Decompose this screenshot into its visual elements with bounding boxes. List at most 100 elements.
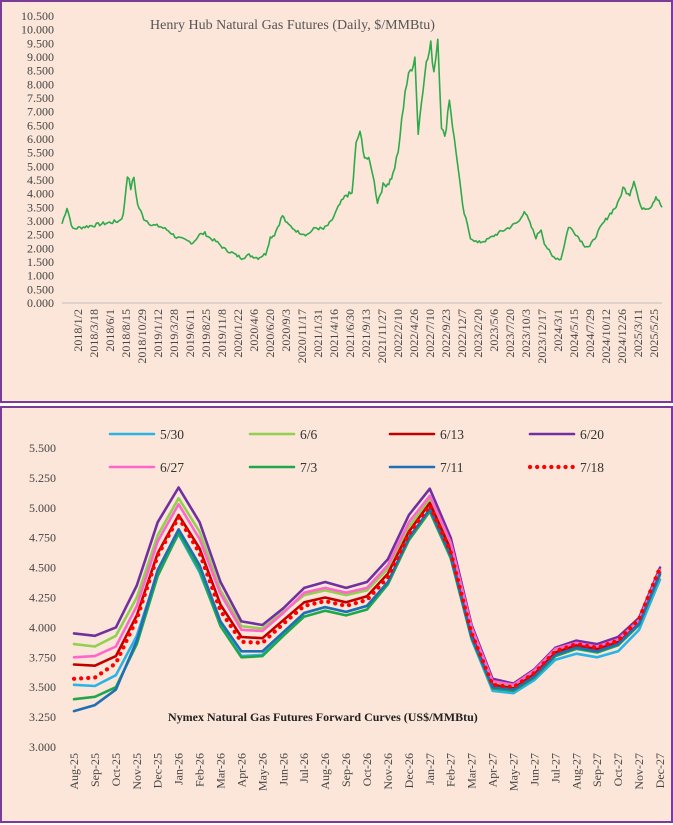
x-tick-label: Nov-27 — [632, 753, 646, 790]
x-tick-label: 2025/3/11 — [631, 309, 645, 357]
y-tick-label: 3.250 — [29, 710, 56, 724]
x-tick-label: 2021/9/13 — [359, 309, 373, 358]
legend-label: 6/13 — [440, 427, 464, 442]
x-tick-label: Jan-26 — [172, 753, 186, 785]
x-tick-label: 2020/6/20 — [263, 309, 277, 358]
x-tick-label: 2025/5/25 — [647, 309, 661, 358]
x-tick-label: Mar-27 — [465, 753, 479, 789]
x-tick-label: Feb-27 — [444, 753, 458, 787]
x-tick-label: Nov-26 — [381, 753, 395, 790]
series-line-6-6 — [72, 496, 662, 689]
x-tick-label: 2020/1/22 — [231, 309, 245, 358]
x-tick-label: 2023/2/20 — [471, 309, 485, 358]
y-tick-label: 10.000 — [21, 23, 54, 37]
y-tick-label: 7.500 — [27, 91, 54, 105]
x-tick-label: May-26 — [255, 753, 269, 791]
y-tick-label: 0.000 — [27, 296, 54, 310]
legend-label: 7/18 — [580, 460, 604, 475]
chart-title: Henry Hub Natural Gas Futures (Daily, $/… — [150, 18, 435, 33]
y-tick-label: 8.000 — [27, 77, 54, 91]
x-tick-label: Jun-27 — [527, 753, 541, 786]
series-line-6-27 — [72, 494, 662, 687]
x-tick-label: Jan-27 — [423, 753, 437, 785]
legend-label: 5/30 — [160, 427, 184, 442]
y-tick-label: 6.000 — [27, 132, 54, 146]
legend-label: 6/6 — [300, 427, 318, 442]
x-tick-label: 2021/4/16 — [327, 309, 341, 358]
series-line-5-30 — [72, 510, 662, 695]
x-tick-label: 2020/4/6 — [247, 309, 261, 352]
y-tick-label: 7.000 — [27, 105, 54, 119]
y-tick-label: 9.000 — [27, 50, 54, 64]
x-tick-label: Nov-25 — [130, 753, 144, 790]
x-tick-label: Feb-26 — [193, 753, 207, 787]
series-line-6-20 — [72, 486, 662, 685]
x-tick-label: 2022/2/10 — [391, 309, 405, 358]
forward-curves-chart: 3.000 3.250 3.500 3.750 4.000 4.250 4.500 4.750… — [29, 427, 667, 791]
y-tick-label: 3.000 — [27, 214, 54, 228]
y-tick-label: 1.000 — [27, 269, 54, 283]
price-series-line — [61, 38, 663, 261]
x-tick-label: 2019/3/28 — [167, 309, 181, 358]
x-tick-label: 2019/1/12 — [151, 309, 165, 358]
y-tick-label: 4.750 — [29, 531, 56, 545]
x-tick-label: Dec-27 — [653, 753, 667, 788]
x-tick-label: 2020/9/3 — [279, 309, 293, 352]
x-tick-label: Oct-25 — [109, 753, 123, 786]
x-tick-label: 2021/6/30 — [343, 309, 357, 358]
x-tick-label: 2022/4/26 — [407, 309, 421, 358]
series-line-6-13 — [72, 501, 662, 690]
x-tick-label: Oct-27 — [611, 753, 625, 786]
y-tick-label: 4.500 — [27, 173, 54, 187]
x-tick-label: Sep-26 — [339, 753, 353, 787]
x-tick-label: 2023/5/6 — [487, 309, 501, 352]
x-tick-label: 2018/3/18 — [87, 309, 101, 358]
y-tick-label: 9.500 — [27, 36, 54, 50]
x-tick-label: Aug-27 — [569, 753, 583, 790]
x-tick-label: May-27 — [507, 753, 521, 791]
x-tick-label: 2018/8/15 — [119, 309, 133, 358]
x-tick-label: Dec-25 — [151, 753, 165, 788]
x-tick-label: 2024/10/12 — [599, 309, 613, 364]
y-tick-label: 4.000 — [29, 620, 56, 634]
henry-hub-chart: Henry Hub Natural Gas Futures (Daily, $/… — [21, 9, 663, 364]
x-tick-label: 2024/12/26 — [615, 309, 629, 364]
x-tick-label: Oct-26 — [360, 753, 374, 786]
y-tick-label: 3.500 — [27, 200, 54, 214]
y-tick-label: 2.500 — [27, 228, 54, 242]
x-tick-label: 2022/9/23 — [439, 309, 453, 358]
x-tick-label: 2018/1/2 — [71, 309, 85, 352]
y-tick-label: 6.500 — [27, 118, 54, 132]
x-tick-label: 2022/12/7 — [455, 309, 469, 358]
x-tick-label: Sep-25 — [88, 753, 102, 787]
y-tick-label: 4.000 — [27, 187, 54, 201]
x-tick-label: 2019/6/11 — [183, 309, 197, 357]
y-tick-label: 2.000 — [27, 241, 54, 255]
x-tick-label: 2020/11/17 — [295, 309, 309, 363]
x-tick-label: 2023/12/17 — [535, 309, 549, 364]
x-tick-label: 2021/1/31 — [311, 309, 325, 358]
y-tick-label: 10.500 — [21, 9, 54, 23]
x-tick-label: 2024/5/15 — [567, 309, 581, 358]
chart-title: Nymex Natural Gas Futures Forward Curves… — [168, 710, 478, 724]
y-tick-label: 5.250 — [29, 471, 56, 485]
x-tick-label: Jul-26 — [297, 753, 311, 783]
x-tick-label: 2019/11/8 — [215, 309, 229, 357]
legend-label: 7/3 — [300, 460, 318, 475]
x-tick-label: Aug-25 — [67, 753, 81, 790]
x-tick-label: Apr-26 — [234, 753, 248, 787]
y-tick-label: 3.750 — [29, 650, 56, 664]
y-tick-label: 5.500 — [27, 146, 54, 160]
x-tick-label: 2023/10/3 — [519, 309, 533, 358]
y-tick-label: 3.000 — [29, 740, 56, 754]
x-tick-label: 2019/8/25 — [199, 309, 213, 358]
legend-label: 7/11 — [440, 460, 464, 475]
x-tick-label: Jul-27 — [548, 753, 562, 783]
x-tick-label: 2021/11/27 — [375, 309, 389, 363]
y-tick-label: 3.500 — [29, 680, 56, 694]
x-tick-label: 2022/7/10 — [423, 309, 437, 358]
x-tick-label: Jun-26 — [276, 753, 290, 786]
x-tick-label: Sep-27 — [590, 753, 604, 787]
y-tick-label: 5.000 — [27, 159, 54, 173]
series-line-7-11 — [72, 507, 662, 713]
